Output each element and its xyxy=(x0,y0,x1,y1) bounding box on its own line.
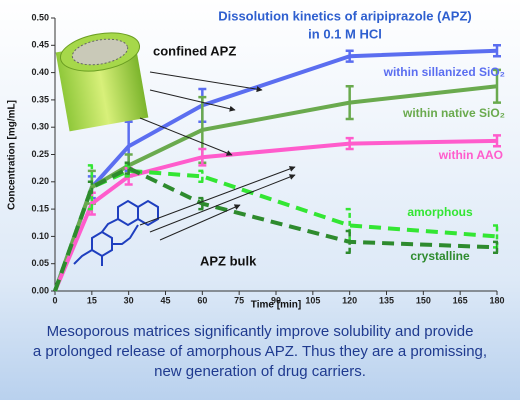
caption: Mesoporous matrices significantly improv… xyxy=(33,323,487,380)
y-tick-label: 0.15 xyxy=(31,203,49,213)
annotation: confined APZ xyxy=(153,43,236,58)
series-line xyxy=(53,84,498,292)
x-tick-label: 150 xyxy=(416,295,431,305)
x-axis-label: Time [min] xyxy=(251,300,301,311)
caption-line: a prolonged release of amorphous APZ. Th… xyxy=(33,343,487,360)
series-label: amorphous xyxy=(407,205,473,219)
error-bar xyxy=(345,136,354,151)
error-bar xyxy=(345,229,354,255)
molecule-illustration xyxy=(73,199,159,266)
caption-line: new generation of drug carriers. xyxy=(154,363,366,380)
x-tick-label: 165 xyxy=(453,295,468,305)
x-tick-label: 75 xyxy=(234,295,244,305)
error-bar xyxy=(493,44,501,58)
x-tick-label: 60 xyxy=(197,295,207,305)
x-tick-label: 120 xyxy=(342,295,357,305)
cylinder-illustration xyxy=(55,32,149,132)
error-bar xyxy=(493,240,501,255)
error-bar xyxy=(198,169,207,184)
x-tick-label: 45 xyxy=(160,295,170,305)
y-tick-label: 0.05 xyxy=(31,258,49,268)
y-tick-label: 0.10 xyxy=(31,231,49,241)
x-tick-label: 180 xyxy=(489,295,504,305)
y-tick-label: 0.50 xyxy=(31,12,49,22)
y-tick-label: 0.45 xyxy=(31,40,49,50)
error-bar xyxy=(87,164,96,211)
error-bar xyxy=(124,161,133,175)
y-tick-label: 0.25 xyxy=(31,149,49,159)
y-tick-label: 0.30 xyxy=(31,122,49,132)
y-tick-label: 0.40 xyxy=(31,67,49,77)
annotation: APZ bulk xyxy=(200,253,257,268)
chart-title: in 0.1 M HCl xyxy=(308,26,382,41)
x-tick-label: 105 xyxy=(305,295,320,305)
series-line xyxy=(53,165,498,292)
caption-line: Mesoporous matrices significantly improv… xyxy=(47,323,474,340)
x-tick-label: 0 xyxy=(52,295,57,305)
series-label: within sillanized SiO₂ xyxy=(383,65,505,79)
error-bar xyxy=(493,68,501,104)
x-tick-label: 30 xyxy=(124,295,134,305)
error-bar xyxy=(198,196,207,211)
y-tick-label: 0.35 xyxy=(31,94,49,104)
arrows xyxy=(139,71,296,241)
series-line xyxy=(53,138,498,292)
y-tick-label: 0.00 xyxy=(31,285,49,295)
error-bar xyxy=(345,85,354,121)
x-tick-label: 15 xyxy=(87,295,97,305)
error-bar xyxy=(493,134,501,148)
plot-area: 0.00 0.05 0.10 0.15 0.20 0.25 0.30 0.35 0.40 0.45… xyxy=(31,12,504,305)
x-tick-label: 90 xyxy=(271,295,281,305)
series-label: within AAO xyxy=(438,148,503,162)
series-line xyxy=(53,168,498,292)
series-label: within native SiO₂ xyxy=(402,106,505,120)
error-bar xyxy=(345,49,354,63)
y-tick-label: 0.20 xyxy=(31,176,49,186)
error-bar xyxy=(87,180,96,194)
chart-title: Dissolution kinetics of aripiprazole (AP… xyxy=(218,8,472,23)
y-axis-label: Concentration [mg/mL] xyxy=(7,100,18,210)
series-label: crystalline xyxy=(410,249,470,263)
error-bar xyxy=(198,147,207,167)
x-tick-label: 135 xyxy=(379,295,394,305)
